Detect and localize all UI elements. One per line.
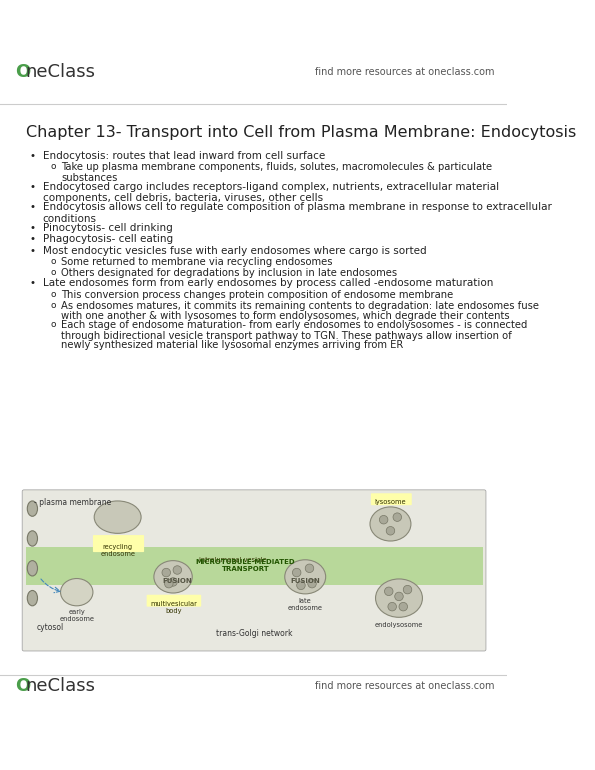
Text: Others designated for degradations by inclusion in late endosomes: Others designated for degradations by in… — [61, 268, 397, 278]
Circle shape — [380, 515, 388, 524]
Text: •: • — [29, 182, 35, 192]
Text: o: o — [50, 162, 55, 171]
Text: find more resources at oneclass.com: find more resources at oneclass.com — [315, 681, 494, 691]
Text: neClass: neClass — [26, 677, 96, 695]
Text: MICROTUBULE-MEDIATED
TRANSPORT: MICROTUBULE-MEDIATED TRANSPORT — [196, 559, 295, 572]
Text: FUSION: FUSION — [290, 578, 320, 584]
Text: Pinocytosis- cell drinking: Pinocytosis- cell drinking — [43, 223, 173, 233]
Circle shape — [305, 564, 314, 573]
Text: cytosol: cytosol — [37, 624, 64, 632]
Text: o: o — [50, 300, 55, 310]
Text: O: O — [15, 677, 30, 695]
Circle shape — [308, 579, 317, 588]
Text: Some returned to membrane via recycling endosomes: Some returned to membrane via recycling … — [61, 257, 333, 267]
Circle shape — [399, 602, 408, 611]
Text: endolysosome: endolysosome — [375, 622, 423, 628]
Text: Endocytosis allows cell to regulate composition of plasma membrane in response t: Endocytosis allows cell to regulate comp… — [43, 203, 552, 212]
Text: find more resources at oneclass.com: find more resources at oneclass.com — [315, 67, 494, 77]
Text: •: • — [29, 203, 35, 212]
Bar — [26, 547, 483, 585]
Circle shape — [297, 581, 305, 590]
Text: •: • — [29, 279, 35, 289]
Circle shape — [165, 579, 173, 588]
Text: trans-Golgi network: trans-Golgi network — [216, 629, 292, 638]
Text: with one another & with lysosomes to form endolysosomes, which degrade their con: with one another & with lysosomes to for… — [61, 311, 510, 321]
Text: •: • — [29, 151, 35, 161]
Text: O: O — [15, 63, 30, 81]
FancyBboxPatch shape — [146, 594, 201, 607]
Text: •: • — [29, 246, 35, 256]
Circle shape — [394, 592, 403, 601]
Circle shape — [292, 568, 301, 577]
Text: Take up plasma membrane components, fluids, solutes, macromolecules & particulat: Take up plasma membrane components, flui… — [61, 162, 493, 172]
Ellipse shape — [370, 507, 411, 541]
Ellipse shape — [285, 560, 325, 594]
Text: Phagocytosis- cell eating: Phagocytosis- cell eating — [43, 234, 173, 244]
Ellipse shape — [27, 531, 37, 546]
Ellipse shape — [375, 579, 422, 618]
Text: o: o — [50, 268, 55, 276]
Ellipse shape — [27, 591, 37, 606]
Text: •: • — [29, 234, 35, 244]
Text: Chapter 13- Transport into Cell from Plasma Membrane: Endocytosis: Chapter 13- Transport into Cell from Pla… — [26, 125, 576, 140]
Text: FUSION: FUSION — [162, 578, 192, 584]
Text: lysosome: lysosome — [375, 499, 406, 505]
Text: Endocytosis: routes that lead inward from cell surface: Endocytosis: routes that lead inward fro… — [43, 151, 325, 161]
Text: Endocytosed cargo includes receptors-ligand complex, nutrients, extracellular ma: Endocytosed cargo includes receptors-lig… — [43, 182, 499, 192]
Text: o: o — [50, 320, 55, 330]
Text: •: • — [29, 223, 35, 233]
Text: This conversion process changes protein composition of endosome membrane: This conversion process changes protein … — [61, 290, 453, 300]
Circle shape — [384, 587, 393, 595]
Circle shape — [386, 527, 394, 535]
Ellipse shape — [61, 578, 93, 606]
Text: early
endosome: early endosome — [60, 609, 94, 622]
Text: components, cell debris, bacteria, viruses, other cells: components, cell debris, bacteria, virus… — [43, 193, 322, 203]
Text: o: o — [50, 257, 55, 266]
Text: As endosomes matures, it commits its remaining contents to degradation: late end: As endosomes matures, it commits its rem… — [61, 300, 540, 310]
Text: through bidirectional vesicle transport pathway to TGN. These pathways allow ins: through bidirectional vesicle transport … — [61, 331, 512, 341]
Ellipse shape — [94, 501, 141, 534]
Text: Late endosomes form from early endosomes by process called -endosome maturation: Late endosomes form from early endosomes… — [43, 279, 493, 289]
Text: Each stage of endosome maturation- from early endosomes to endolysosomes - is co: Each stage of endosome maturation- from … — [61, 320, 528, 330]
Circle shape — [388, 602, 396, 611]
FancyBboxPatch shape — [22, 490, 486, 651]
Text: conditions: conditions — [43, 213, 96, 223]
Text: o: o — [50, 290, 55, 299]
Circle shape — [169, 578, 177, 586]
Circle shape — [162, 568, 171, 577]
Text: substances: substances — [61, 172, 118, 182]
FancyBboxPatch shape — [93, 535, 144, 552]
Text: neClass: neClass — [26, 63, 96, 81]
Text: - plasma membrane: - plasma membrane — [34, 498, 111, 507]
Ellipse shape — [27, 501, 37, 517]
Text: recycling
endosome: recycling endosome — [100, 544, 135, 557]
Text: newly synthesized material like lysosomal enzymes arriving from ER: newly synthesized material like lysosoma… — [61, 340, 403, 350]
Ellipse shape — [27, 561, 37, 576]
Text: late
endosome: late endosome — [288, 598, 322, 611]
FancyBboxPatch shape — [371, 494, 412, 505]
Circle shape — [173, 566, 181, 574]
Text: multivesicular
body: multivesicular body — [151, 601, 198, 614]
Text: intralumenal vesicle: intralumenal vesicle — [199, 557, 267, 563]
Ellipse shape — [154, 561, 192, 593]
Circle shape — [403, 585, 412, 594]
Circle shape — [393, 513, 402, 521]
Text: Most endocytic vesicles fuse with early endosomes where cargo is sorted: Most endocytic vesicles fuse with early … — [43, 246, 426, 256]
